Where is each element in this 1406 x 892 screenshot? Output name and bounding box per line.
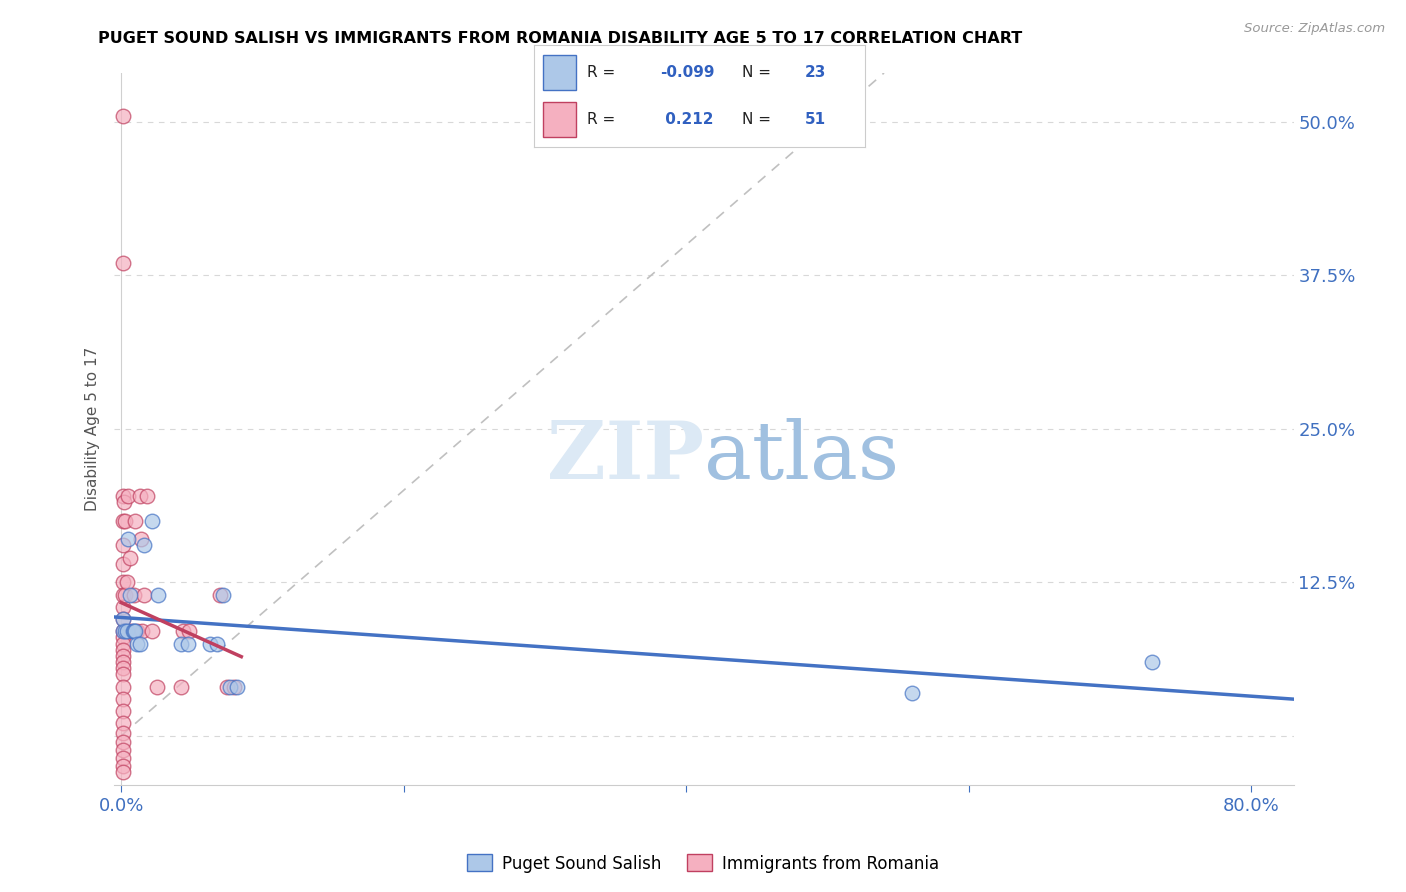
Legend: Puget Sound Salish, Immigrants from Romania: Puget Sound Salish, Immigrants from Roma… [461,847,945,880]
Point [224,680,246,694]
Point [114,514,136,528]
Point [118,550,141,565]
Text: PUGET SOUND SALISH VS IMMIGRANTS FROM ROMANIA DISABILITY AGE 5 TO 17 CORRELATION: PUGET SOUND SALISH VS IMMIGRANTS FROM RO… [98,31,1022,46]
Point [111,648,134,663]
Point [111,631,134,645]
Bar [543,102,575,137]
Point [141,514,163,528]
Text: 23: 23 [806,65,827,79]
Point [111,743,134,757]
Point [112,495,135,509]
Point [111,637,134,651]
Point [115,575,138,590]
Text: 51: 51 [806,112,827,127]
Point [111,612,134,626]
Point [129,533,152,547]
Point [111,691,134,706]
Point [122,624,145,639]
Text: R =: R = [588,65,620,79]
Point [111,624,134,639]
Text: R =: R = [588,112,620,127]
Point [132,588,155,602]
Point [131,624,153,639]
Point [128,489,150,503]
Point [177,624,200,639]
Point [111,759,134,773]
Point [209,588,232,602]
Point [169,637,191,651]
Point [111,667,134,681]
Point [121,624,143,639]
Y-axis label: Disability Age 5 to 17: Disability Age 5 to 17 [86,347,100,511]
Point [132,538,155,552]
Point [111,765,134,780]
Point [146,588,169,602]
Point [111,751,134,765]
Point [111,599,134,614]
Point [122,588,145,602]
Text: Source: ZipAtlas.com: Source: ZipAtlas.com [1244,22,1385,36]
Point [111,655,134,669]
Point [217,680,239,694]
Point [111,109,134,123]
Point [111,661,134,675]
Point [124,514,146,528]
Point [111,704,134,718]
Point [124,624,146,639]
Text: 0.212: 0.212 [659,112,713,127]
Point [901,686,924,700]
Point [111,642,134,657]
Point [1142,655,1164,669]
Point [169,680,191,694]
Point [128,637,150,651]
Point [135,489,157,503]
Point [111,256,134,270]
Point [115,624,138,639]
Point [111,538,134,552]
Point [145,680,167,694]
Point [111,514,134,528]
Point [172,624,194,639]
Point [111,489,134,503]
Point [111,735,134,749]
Point [114,624,136,639]
Point [141,624,163,639]
Point [118,588,141,602]
Text: N =: N = [742,65,776,79]
Point [117,533,139,547]
Point [117,489,139,503]
Text: N =: N = [742,112,776,127]
Point [176,637,198,651]
Point [111,624,134,639]
Point [125,624,148,639]
Point [111,680,134,694]
Text: -0.099: -0.099 [659,65,714,79]
Point [111,557,134,571]
Point [125,637,148,651]
Point [114,588,136,602]
Point [219,680,242,694]
Point [120,624,142,639]
Text: ZIP: ZIP [547,418,704,496]
Point [200,637,222,651]
Point [207,637,229,651]
Point [212,588,235,602]
Point [111,716,134,731]
Point [111,726,134,740]
Point [111,575,134,590]
Point [111,612,134,626]
Bar [543,55,575,90]
Point [226,680,249,694]
Point [111,588,134,602]
Text: atlas: atlas [704,418,898,496]
